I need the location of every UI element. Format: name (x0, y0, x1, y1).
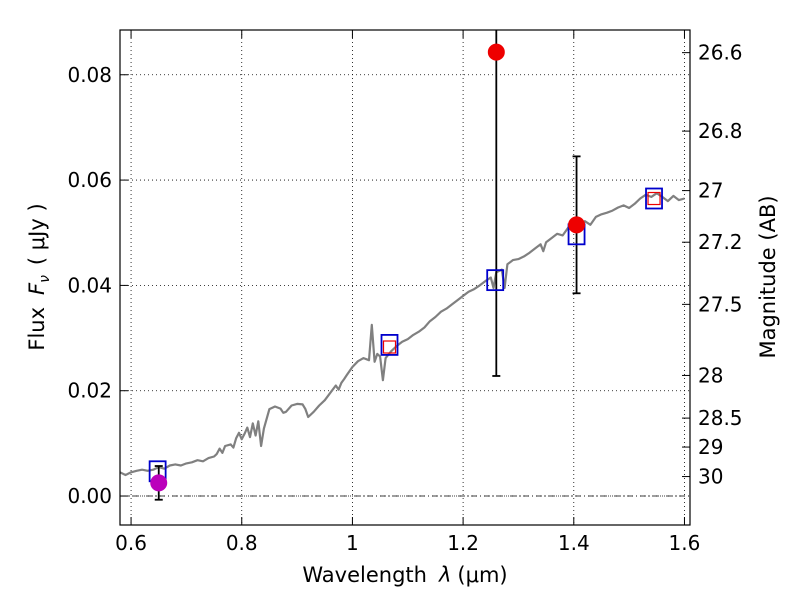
y-tick-label: 0.04 (67, 273, 112, 297)
y-tick-label: 0.02 (67, 379, 112, 403)
x-tick-label: 0.6 (115, 531, 147, 555)
y-axis-unit: ( μJy ) (25, 203, 49, 265)
magnitude-axis-ticks: 26.6 26.8 27 27.2 27.5 28 28.5 29 30 (682, 41, 743, 489)
y-axis-symbol: F (25, 282, 49, 295)
x-axis-label: Wavelength λ (μm) (302, 563, 507, 587)
y-axis-label-word: Flux (25, 307, 49, 351)
observed-flux-point (150, 474, 168, 492)
magnitude-tick-label: 28.5 (698, 406, 743, 430)
magnitude-tick-label: 26.8 (698, 119, 743, 143)
y-tick-label: 0.06 (67, 168, 112, 192)
model-band-small-square (647, 191, 661, 206)
observed-points (150, 43, 586, 492)
magnitude-tick-label: 27.5 (698, 292, 743, 316)
magnitude-tick-label: 29 (698, 435, 723, 459)
observed-flux-point (568, 216, 586, 234)
model-band-square (486, 269, 505, 292)
magnitude-tick-label: 28 (698, 363, 723, 387)
magnitude-tick-label: 27.2 (698, 230, 743, 254)
x-axis-unit: (μm) (457, 563, 507, 587)
x-tick-label: 1.4 (558, 531, 590, 555)
grid-lines (120, 30, 690, 525)
x-axis-symbol: λ (438, 563, 451, 587)
model-band-square (645, 187, 663, 210)
observed-flux-point (487, 43, 505, 61)
y-axis-ticks: 0.00 0.02 0.04 0.06 0.08 (67, 63, 128, 508)
magnitude-tick-label: 27 (698, 179, 723, 203)
y-tick-label: 0.00 (67, 484, 112, 508)
magnitude-axis-label: Magnitude (AB) (756, 195, 780, 358)
magnitude-tick-label: 26.6 (698, 41, 743, 65)
x-tick-label: 0.8 (226, 531, 258, 555)
magnitude-tick-label: 30 (698, 465, 723, 489)
x-axis-ticks: 0.6 0.8 1 1.2 1.4 1.6 (115, 30, 700, 555)
x-tick-label: 1.2 (447, 531, 479, 555)
y-tick-label: 0.08 (67, 63, 112, 87)
model-band-squares (148, 187, 663, 483)
model-band-square (380, 334, 399, 356)
plot-frame (119, 29, 691, 526)
model-band-small-square (382, 340, 397, 354)
x-axis-label-word: Wavelength (302, 563, 427, 587)
x-tick-label: 1.6 (669, 531, 701, 555)
x-tick-label: 1 (346, 531, 359, 555)
y-axis-label: Flux Fν ( μJy ) (25, 203, 53, 350)
y-axis-symbol-subscript: ν (37, 275, 53, 283)
